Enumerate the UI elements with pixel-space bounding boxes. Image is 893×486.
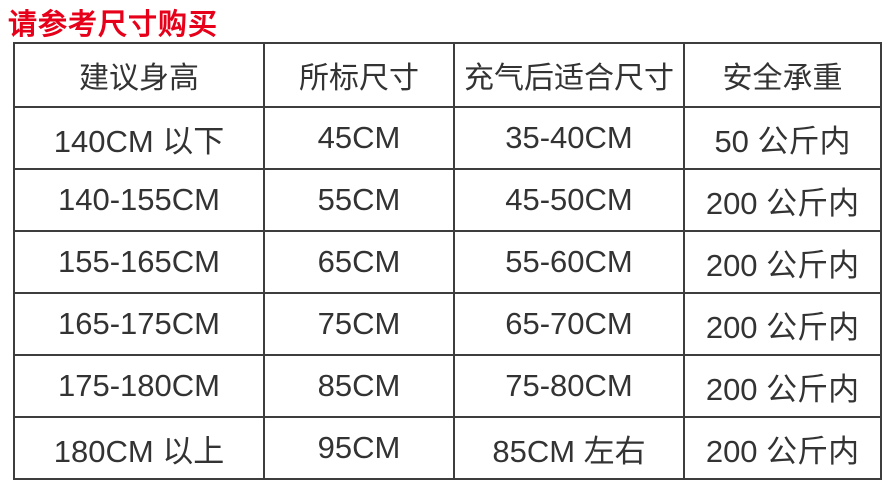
table-cell: 45CM: [263, 106, 455, 170]
size-table: 建议身高 所标尺寸 充气后适合尺寸 安全承重 140CM 以下 45CM 35-40CM 5…: [13, 42, 882, 480]
table-row: 175-180CM 85CM 75-80CM 200 公斤内: [13, 354, 882, 418]
size-table-head: 建议身高 所标尺寸 充气后适合尺寸 安全承重: [13, 42, 882, 108]
table-cell: 200 公斤内: [683, 168, 882, 232]
table-header-cell: 安全承重: [683, 42, 882, 108]
page-title: 请参考尺寸购买: [8, 9, 219, 41]
table-row: 180CM 以上 95CM 85CM 左右 200 公斤内: [13, 416, 882, 480]
table-cell: 55CM: [263, 168, 455, 232]
table-header-cell: 所标尺寸: [263, 42, 455, 108]
table-cell: 180CM 以上: [13, 416, 265, 480]
table-cell: 165-175CM: [13, 292, 265, 356]
table-cell: 85CM 左右: [453, 416, 685, 480]
table-cell: 55-60CM: [453, 230, 685, 294]
table-cell: 95CM: [263, 416, 455, 480]
table-row: 165-175CM 75CM 65-70CM 200 公斤内: [13, 292, 882, 356]
table-cell: 75CM: [263, 292, 455, 356]
table-cell: 140-155CM: [13, 168, 265, 232]
table-cell: 175-180CM: [13, 354, 265, 418]
table-cell: 200 公斤内: [683, 230, 882, 294]
size-table-body: 140CM 以下 45CM 35-40CM 50 公斤内 140-155CM 55CM 45…: [13, 106, 882, 480]
table-cell: 65-70CM: [453, 292, 685, 356]
table-cell: 155-165CM: [13, 230, 265, 294]
table-cell: 50 公斤内: [683, 106, 882, 170]
table-header-cell: 充气后适合尺寸: [453, 42, 685, 108]
table-header-cell: 建议身高: [13, 42, 265, 108]
table-cell: 45-50CM: [453, 168, 685, 232]
table-row: 140-155CM 55CM 45-50CM 200 公斤内: [13, 168, 882, 232]
table-row: 140CM 以下 45CM 35-40CM 50 公斤内: [13, 106, 882, 170]
table-cell: 75-80CM: [453, 354, 685, 418]
table-cell: 35-40CM: [453, 106, 685, 170]
table-cell: 200 公斤内: [683, 292, 882, 356]
table-cell: 65CM: [263, 230, 455, 294]
table-header-row: 建议身高 所标尺寸 充气后适合尺寸 安全承重: [13, 42, 882, 108]
table-row: 155-165CM 65CM 55-60CM 200 公斤内: [13, 230, 882, 294]
table-cell: 200 公斤内: [683, 354, 882, 418]
table-cell: 140CM 以下: [13, 106, 265, 170]
table-cell: 85CM: [263, 354, 455, 418]
table-cell: 200 公斤内: [683, 416, 882, 480]
